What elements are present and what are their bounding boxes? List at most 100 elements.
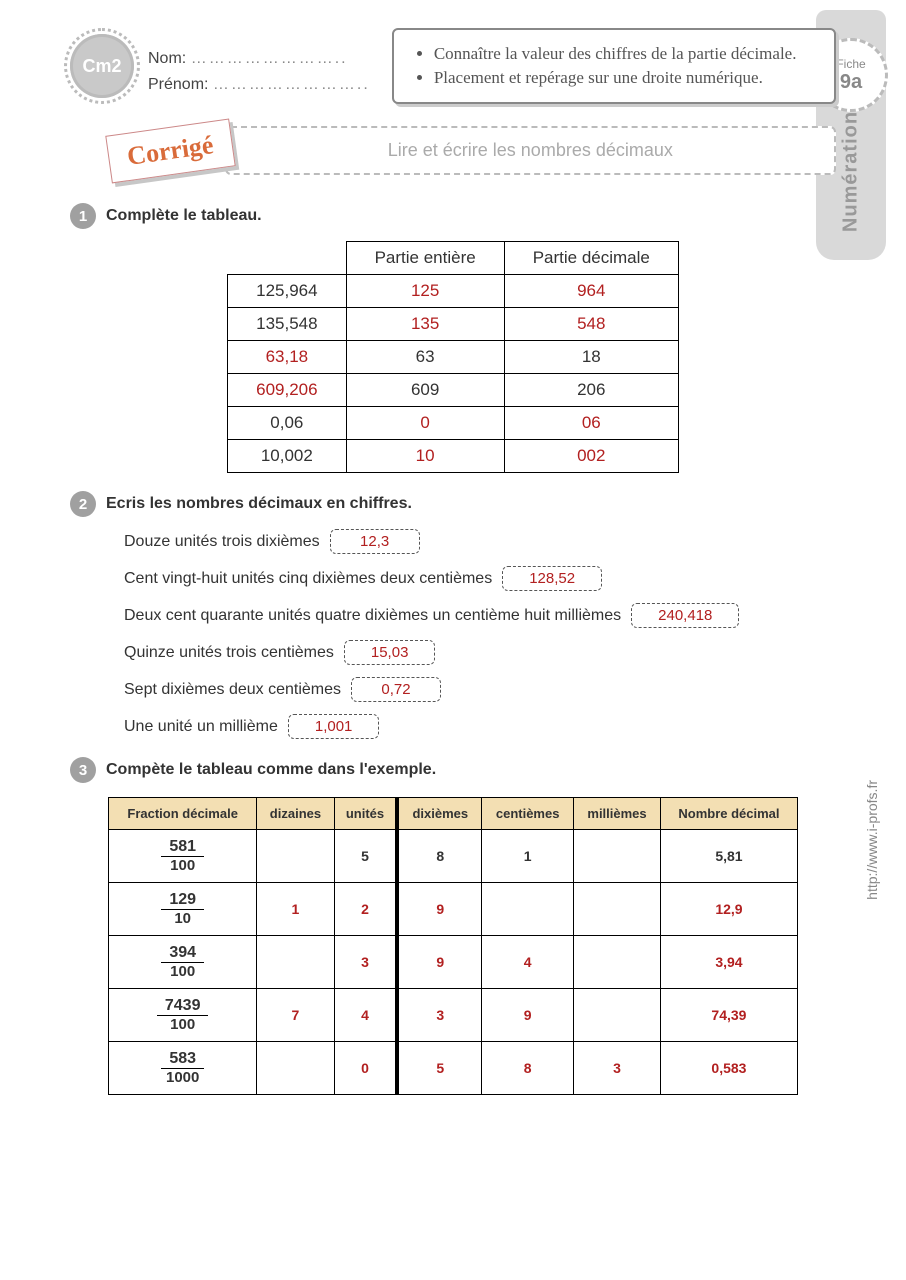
table3-cell: 3,94 xyxy=(660,936,797,989)
exercise-2-answer: 15,03 xyxy=(344,640,436,665)
table1-cell: 10 xyxy=(346,440,504,473)
table3-cell xyxy=(574,936,661,989)
exercise-2-text: Deux cent quarante unités quatre dixième… xyxy=(124,607,621,625)
firstname-label: Prénom: xyxy=(148,76,208,93)
table3-cell xyxy=(482,883,574,936)
exercise-2-item: Douze unités trois dixièmes 12,3 xyxy=(124,529,836,554)
table1-cell: 548 xyxy=(504,308,678,341)
level-badge: Cm2 xyxy=(70,34,134,98)
table1-cell: 206 xyxy=(504,374,678,407)
table3-cell: 7 xyxy=(257,989,334,1042)
table1-cell: 964 xyxy=(504,275,678,308)
table1-cell: 002 xyxy=(504,440,678,473)
name-line: …………………….. xyxy=(191,50,348,67)
table3-header: dizaines xyxy=(257,798,334,830)
table1-cell: 135 xyxy=(346,308,504,341)
table3-header: centièmes xyxy=(482,798,574,830)
table1-cell: 18 xyxy=(504,341,678,374)
exercise-2-text: Cent vingt-huit unités cinq dixièmes deu… xyxy=(124,570,492,588)
table3-header: unités xyxy=(334,798,397,830)
exercise-1-title: Complète le tableau. xyxy=(106,207,262,225)
table3-header: Nombre décimal xyxy=(660,798,797,830)
exercise-2-text: Une unité un millième xyxy=(124,718,278,736)
table1-cell: 125,964 xyxy=(228,275,346,308)
exercise-1-heading: 1 Complète le tableau. xyxy=(70,203,836,229)
exercise-number: 1 xyxy=(70,203,96,229)
table3-cell: 9 xyxy=(397,883,481,936)
table3-cell: 0,583 xyxy=(660,1042,797,1095)
table3-cell: 5 xyxy=(397,1042,481,1095)
exercise-2-list: Douze unités trois dixièmes 12,3 Cent ving… xyxy=(124,529,836,739)
exercise-3-title: Compète le tableau comme dans l'exemple. xyxy=(106,761,436,779)
exercise-2-item: Quinze unités trois centièmes15,03 xyxy=(124,640,836,665)
table3-cell: 9 xyxy=(397,936,481,989)
objective-item: Placement et repérage sur une droite num… xyxy=(434,68,816,88)
table3-fraction-cell: 7439100 xyxy=(109,989,257,1042)
table1-cell: 63 xyxy=(346,341,504,374)
exercise-2-item: Cent vingt-huit unités cinq dixièmes deu… xyxy=(124,566,836,591)
exercise-1-table: Partie entièrePartie décimale 125,9641259… xyxy=(227,241,679,473)
table1-header xyxy=(228,242,346,275)
table3-cell: 4 xyxy=(334,989,397,1042)
exercise-3-table: Fraction décimaledizainesunitésdixièmesc… xyxy=(108,797,798,1095)
exercise-number: 3 xyxy=(70,757,96,783)
table3-cell: 1 xyxy=(482,830,574,883)
table3-cell xyxy=(574,883,661,936)
table3-cell xyxy=(574,830,661,883)
table3-cell: 1 xyxy=(257,883,334,936)
table3-cell: 4 xyxy=(482,936,574,989)
table1-cell: 63,18 xyxy=(228,341,346,374)
exercise-number: 2 xyxy=(70,491,96,517)
exercise-2-text: Douze unités trois dixièmes xyxy=(124,533,320,551)
name-fields: Nom: …………………….. Prénom: …………………….. xyxy=(148,46,370,98)
table3-cell: 0 xyxy=(334,1042,397,1095)
table3-cell: 3 xyxy=(574,1042,661,1095)
table3-cell xyxy=(574,989,661,1042)
table3-cell: 2 xyxy=(334,883,397,936)
table3-cell xyxy=(257,1042,334,1095)
table3-header: millièmes xyxy=(574,798,661,830)
table1-header: Partie entière xyxy=(346,242,504,275)
table3-cell: 8 xyxy=(397,830,481,883)
table1-header: Partie décimale xyxy=(504,242,678,275)
name-label: Nom: xyxy=(148,50,186,67)
exercise-3-heading: 3 Compète le tableau comme dans l'exempl… xyxy=(70,757,836,783)
exercise-2-answer: 12,3 xyxy=(330,529,420,554)
exercise-2-title: Ecris les nombres décimaux en chiffres. xyxy=(106,495,412,513)
objective-item: Connaître la valeur des chiffres de la p… xyxy=(434,44,816,64)
worksheet-title: Lire et écrire les nombres décimaux xyxy=(225,126,836,175)
table3-fraction-cell: 5831000 xyxy=(109,1042,257,1095)
exercise-2-answer: 1,001 xyxy=(288,714,380,739)
exercise-2-answer: 240,418 xyxy=(631,603,739,628)
table3-cell xyxy=(257,936,334,989)
corrige-tag: Corrigé xyxy=(105,118,235,183)
table1-cell: 135,548 xyxy=(228,308,346,341)
table3-cell: 3 xyxy=(397,989,481,1042)
table3-fraction-cell: 581100 xyxy=(109,830,257,883)
table1-cell: 609,206 xyxy=(228,374,346,407)
firstname-line: …………………….. xyxy=(213,76,370,93)
table3-cell: 9 xyxy=(482,989,574,1042)
table3-header: dixièmes xyxy=(397,798,481,830)
table3-cell: 74,39 xyxy=(660,989,797,1042)
table3-fraction-cell: 394100 xyxy=(109,936,257,989)
exercise-2-item: Une unité un millième 1,001 xyxy=(124,714,836,739)
exercise-2-heading: 2 Ecris les nombres décimaux en chiffres… xyxy=(70,491,836,517)
exercise-2-answer: 0,72 xyxy=(351,677,441,702)
table3-cell: 3 xyxy=(334,936,397,989)
table3-cell: 5 xyxy=(334,830,397,883)
table1-cell: 609 xyxy=(346,374,504,407)
table1-cell: 10,002 xyxy=(228,440,346,473)
table1-cell: 06 xyxy=(504,407,678,440)
table3-cell: 12,9 xyxy=(660,883,797,936)
exercise-2-item: Deux cent quarante unités quatre dixième… xyxy=(124,603,836,628)
table3-fraction-cell: 12910 xyxy=(109,883,257,936)
exercise-2-item: Sept dixièmes deux centièmes 0,72 xyxy=(124,677,836,702)
objectives-box: Connaître la valeur des chiffres de la p… xyxy=(392,28,836,104)
table3-header: Fraction décimale xyxy=(109,798,257,830)
table3-cell: 5,81 xyxy=(660,830,797,883)
table1-cell: 125 xyxy=(346,275,504,308)
table1-cell: 0,06 xyxy=(228,407,346,440)
exercise-2-text: Sept dixièmes deux centièmes xyxy=(124,681,341,699)
table3-cell: 8 xyxy=(482,1042,574,1095)
